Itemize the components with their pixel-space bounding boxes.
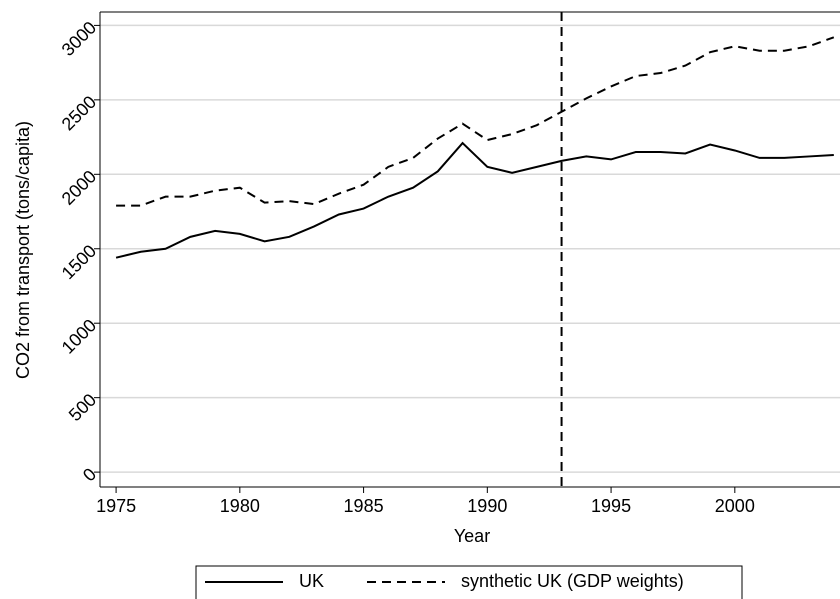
series-line xyxy=(115,141,834,259)
x-tick-label: 1990 xyxy=(467,496,507,516)
legend-label: UK xyxy=(299,571,324,591)
x-tick-label: 1995 xyxy=(591,496,631,516)
x-tick-label: 2000 xyxy=(715,496,755,516)
legend-label: synthetic UK (GDP weights) xyxy=(461,571,684,591)
x-tick-label: 1975 xyxy=(96,496,136,516)
series-line xyxy=(116,36,835,207)
x-tick-label: 1985 xyxy=(344,496,384,516)
x-tick-label: 1980 xyxy=(220,496,260,516)
y-axis-label: CO2 from transport (tons/capita) xyxy=(13,121,33,379)
legend-box xyxy=(195,565,743,599)
x-axis-label: Year xyxy=(454,526,490,546)
